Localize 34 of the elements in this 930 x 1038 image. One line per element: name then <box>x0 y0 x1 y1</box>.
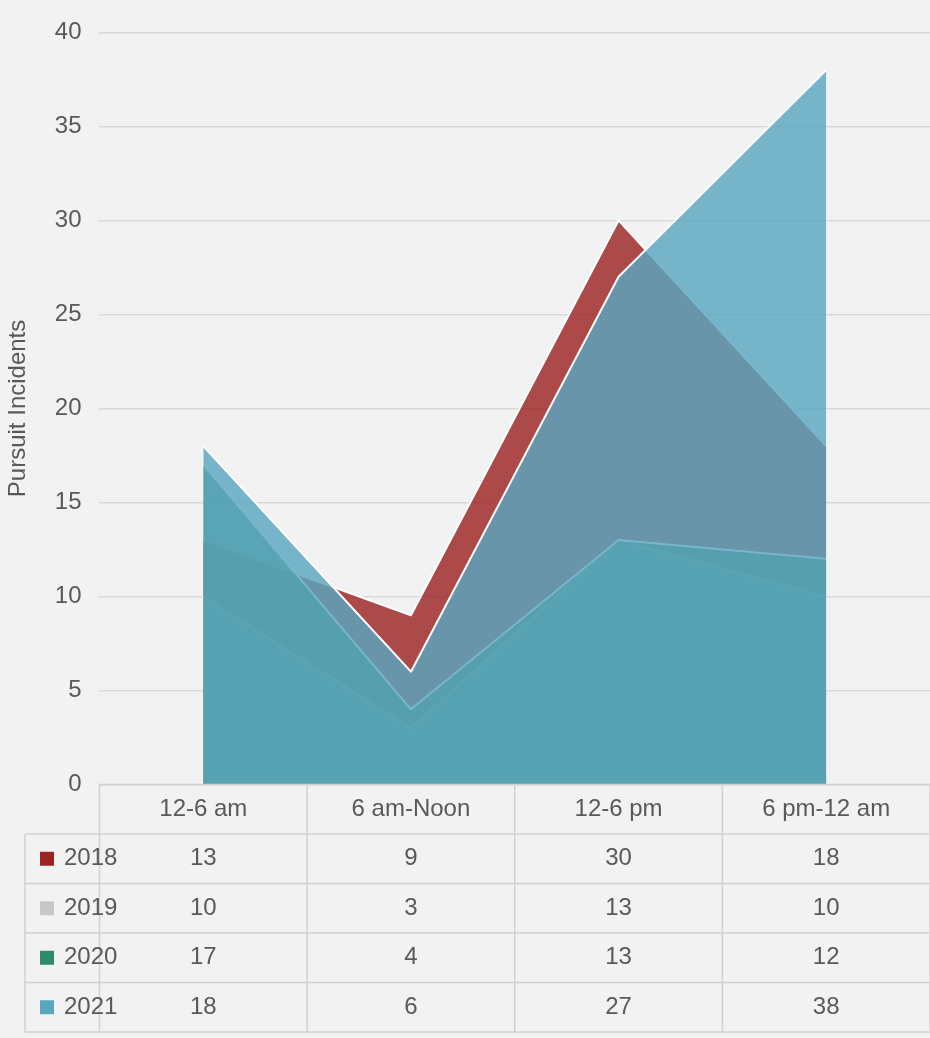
legend-label: 2020 <box>64 942 118 970</box>
y-tick-label: 0 <box>68 769 82 797</box>
data-label: 3 <box>404 892 418 920</box>
data-label: 13 <box>605 942 632 970</box>
y-tick-label: 15 <box>54 487 82 515</box>
legend-label: 2019 <box>64 892 118 920</box>
y-tick-label: 20 <box>54 393 82 421</box>
data-label: 18 <box>812 843 840 871</box>
data-label: 9 <box>404 843 418 871</box>
data-label: 13 <box>605 892 632 920</box>
data-label: 30 <box>605 843 632 871</box>
data-label: 27 <box>605 991 632 1019</box>
data-label: 18 <box>189 991 217 1019</box>
y-tick-label: 30 <box>54 205 82 233</box>
data-label: 17 <box>189 942 217 970</box>
y-tick-label: 40 <box>54 17 82 45</box>
y-tick-label: 5 <box>68 675 82 703</box>
data-label: 13 <box>189 843 217 871</box>
data-label: 6 <box>404 991 418 1019</box>
x-tick-label: 6 pm-12 am <box>762 793 891 821</box>
x-tick-label: 12-6 pm <box>574 793 663 821</box>
data-label: 10 <box>812 892 840 920</box>
data-label: 10 <box>189 892 217 920</box>
legend-label: 2021 <box>64 991 118 1019</box>
x-tick-label: 6 am-Noon <box>351 793 471 821</box>
y-axis-title: Pursuit Incidents <box>3 319 31 498</box>
legend-label: 2018 <box>64 843 118 871</box>
data-label: 38 <box>812 991 840 1019</box>
data-label: 4 <box>404 942 418 970</box>
x-tick-label: 12-6 am <box>159 793 248 821</box>
y-tick-label: 10 <box>54 581 82 609</box>
y-tick-label: 35 <box>54 111 82 139</box>
data-label: 12 <box>812 942 840 970</box>
y-tick-label: 25 <box>54 299 82 327</box>
